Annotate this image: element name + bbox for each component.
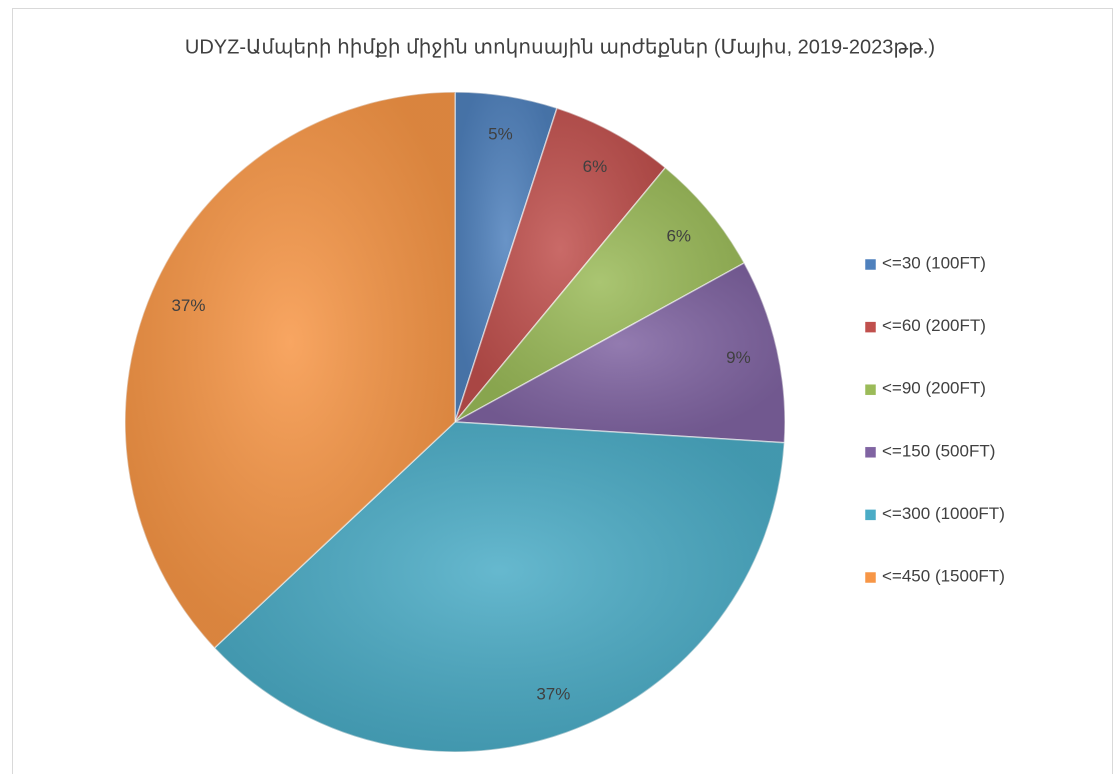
data-label: 9%	[726, 348, 751, 367]
slice-shade	[455, 92, 557, 422]
legend-label: <=450 (1500FT)	[882, 566, 1005, 585]
data-label: 6%	[666, 226, 691, 245]
data-label: 37%	[171, 296, 205, 315]
legend-swatch	[864, 383, 877, 396]
slice-shade	[455, 108, 666, 422]
legend-swatch	[864, 509, 877, 521]
legend: <=30 (100FT) <=60 (200FT) <=90 (200FT) <=15…	[864, 253, 1005, 585]
data-label: 5%	[488, 125, 513, 144]
slice-shade	[455, 263, 786, 443]
legend-swatch	[864, 571, 877, 584]
data-label: 37%	[536, 685, 570, 704]
legend-label: <=300 (1000FT)	[882, 504, 1005, 523]
slice-shade	[124, 92, 456, 648]
legend-swatch	[864, 446, 877, 459]
legend-swatch	[864, 321, 877, 333]
legend-label: <=90 (200FT)	[882, 379, 986, 398]
legend-label: <=60 (200FT)	[882, 316, 986, 335]
legend-label: <=30 (100FT)	[882, 253, 986, 272]
slice-shade	[455, 167, 745, 422]
slice-shade	[214, 422, 785, 753]
pie: 5% 6% 6% 9% 37% 37%	[124, 91, 786, 753]
legend-swatch	[864, 258, 877, 271]
chart-title: UDYZ-Ամպերի հիմքի միջին տոկոսային արժեքն…	[185, 36, 935, 58]
legend-label: <=150 (500FT)	[882, 441, 995, 460]
data-label: 6%	[583, 157, 608, 176]
